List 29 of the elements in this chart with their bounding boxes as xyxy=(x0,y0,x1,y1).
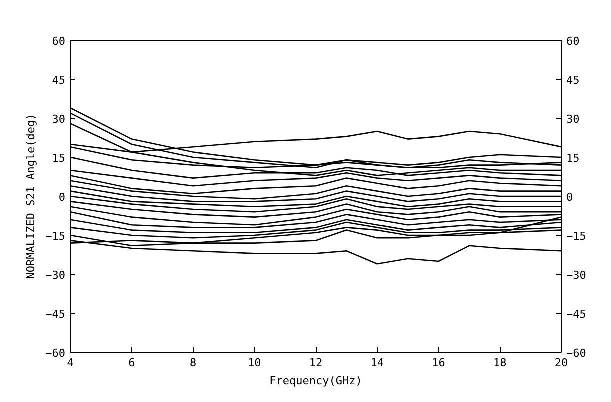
x-tick-label: 14 xyxy=(370,356,384,370)
x-tick-label: 4 xyxy=(67,356,74,370)
y-axis-title: NORMALIZED S21 Angle(deg) xyxy=(24,114,38,280)
y2-tick-label: −30 xyxy=(566,269,586,282)
y2-tick-label: 45 xyxy=(566,74,580,87)
y-tick-label: −60 xyxy=(46,347,66,360)
y2-tick-label: 30 xyxy=(566,113,580,126)
y-tick-label: 0 xyxy=(58,191,66,204)
x-tick-label: 16 xyxy=(432,356,446,370)
x-tick-label: 6 xyxy=(128,356,136,370)
y2-tick-label: −45 xyxy=(566,308,586,321)
x-tick-label: 12 xyxy=(309,356,323,370)
x-axis-title: Frequency(GHz) xyxy=(270,374,362,388)
y2-tick-label: 60 xyxy=(566,35,580,48)
x-tick-label: 20 xyxy=(554,356,568,370)
y-tick-label: 60 xyxy=(52,35,66,48)
y-tick-label: 30 xyxy=(52,113,66,126)
y-tick-label: 15 xyxy=(52,152,66,165)
y-tick-label: 45 xyxy=(52,74,66,87)
y-tick-label: −30 xyxy=(46,269,66,282)
x-tick-label: 18 xyxy=(494,356,507,370)
x-tick-label: 10 xyxy=(248,356,262,370)
y2-tick-label: −60 xyxy=(566,347,586,360)
y2-tick-label: 0 xyxy=(566,191,574,204)
y2-tick-label: −15 xyxy=(566,230,586,243)
y2-tick-label: 15 xyxy=(566,152,580,165)
x-tick-label: 8 xyxy=(190,356,197,370)
y-tick-label: −45 xyxy=(46,308,66,321)
y-tick-label: −15 xyxy=(46,230,66,243)
